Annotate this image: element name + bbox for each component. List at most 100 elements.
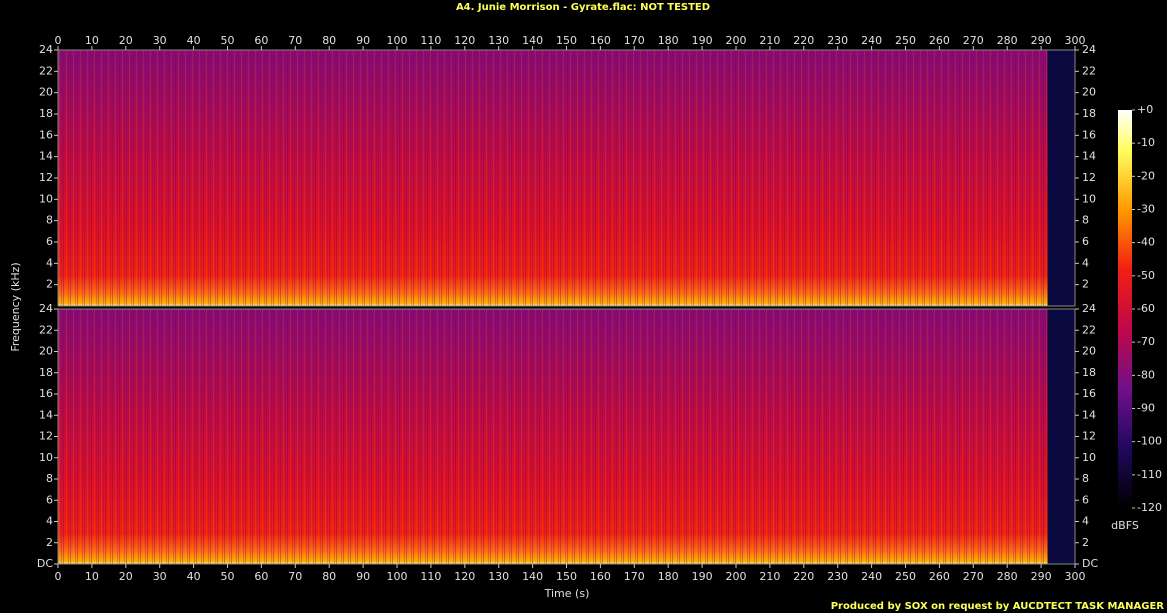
- x-tick-label: 0: [55, 34, 62, 47]
- y-tick-label: 10: [39, 192, 53, 205]
- x-tick-label: 290: [1031, 34, 1052, 47]
- spectrogram-texture: [58, 309, 1075, 564]
- y-tick-label: 12: [39, 430, 53, 443]
- y-tick-label: 14: [1082, 150, 1096, 163]
- y-tick-label: 4: [1082, 256, 1089, 269]
- y-tick-label: 6: [1082, 235, 1089, 248]
- x-tick-label: 240: [861, 34, 882, 47]
- y-tick-label: 16: [1082, 128, 1096, 141]
- y-tick-label: 18: [39, 366, 53, 379]
- x-tick-label: 250: [895, 34, 916, 47]
- x-tick-label: 280: [997, 570, 1018, 583]
- y-tick-label: 20: [39, 345, 53, 358]
- x-tick-label: 150: [556, 34, 577, 47]
- silence: [1047, 50, 1075, 306]
- x-tick-label: 110: [420, 570, 441, 583]
- y-tick-label: 16: [39, 128, 53, 141]
- y-tick-label: DC: [1082, 557, 1098, 570]
- y-tick-label: 24: [1082, 43, 1096, 56]
- x-tick-label: 280: [997, 34, 1018, 47]
- y-tick-label: 22: [1082, 64, 1096, 77]
- x-tick-label: 230: [827, 34, 848, 47]
- x-tick-label: 110: [420, 34, 441, 47]
- x-tick-label: 210: [759, 570, 780, 583]
- y-tick-label: 20: [1082, 86, 1096, 99]
- colorbar-tick-label: -80: [1137, 368, 1155, 381]
- y-tick-label: 12: [1082, 171, 1096, 184]
- y-tick-label: 2: [46, 278, 53, 291]
- colorbar-tick-label: -30: [1137, 203, 1155, 216]
- x-tick-label: 200: [726, 34, 747, 47]
- y-tick-label: 8: [1082, 214, 1089, 227]
- y-tick-label: 2: [46, 536, 53, 549]
- x-tick-label: 220: [793, 34, 814, 47]
- y-tick-label: 12: [39, 171, 53, 184]
- y-tick-label: 24: [39, 302, 53, 315]
- colorbar-label: dBFS: [1111, 519, 1139, 532]
- colorbar-tick-label: -40: [1137, 236, 1155, 249]
- x-tick-label: 50: [221, 34, 235, 47]
- y-tick-label: 14: [1082, 408, 1096, 421]
- x-tick-label: 100: [387, 34, 408, 47]
- x-tick-label: 130: [488, 34, 509, 47]
- x-tick-label: 150: [556, 570, 577, 583]
- x-tick-label: 50: [221, 570, 235, 583]
- y-tick-label: 24: [39, 43, 53, 56]
- y-tick-label: 20: [1082, 345, 1096, 358]
- y-tick-label: 2: [1082, 278, 1089, 291]
- x-tick-label: 90: [356, 570, 370, 583]
- y-tick-label: 14: [39, 408, 53, 421]
- x-tick-label: 90: [356, 34, 370, 47]
- x-tick-label: 240: [861, 570, 882, 583]
- y-tick-label: 8: [46, 472, 53, 485]
- x-tick-label: 200: [726, 570, 747, 583]
- y-tick-label: 18: [39, 107, 53, 120]
- y-tick-label: 22: [39, 323, 53, 336]
- x-axis-label: Time (s): [544, 587, 590, 600]
- x-tick-label: 80: [322, 570, 336, 583]
- x-tick-label: 10: [85, 570, 99, 583]
- y-tick-label: 4: [46, 515, 53, 528]
- x-tick-label: 250: [895, 570, 916, 583]
- y-tick-label: 6: [46, 235, 53, 248]
- y-tick-label: 20: [39, 86, 53, 99]
- x-tick-label: 30: [153, 34, 167, 47]
- colorbar-tick-label: -120: [1137, 501, 1162, 514]
- x-tick-label: 300: [1065, 34, 1086, 47]
- x-tick-label: 140: [522, 34, 543, 47]
- x-tick-label: 60: [254, 570, 268, 583]
- x-tick-label: 300: [1065, 570, 1086, 583]
- x-tick-label: 20: [119, 570, 133, 583]
- y-tick-label: 4: [46, 256, 53, 269]
- x-tick-label: 20: [119, 34, 133, 47]
- colorbar-tick-label: -110: [1137, 468, 1162, 481]
- x-tick-label: 100: [387, 570, 408, 583]
- x-tick-label: 140: [522, 570, 543, 583]
- x-tick-label: 290: [1031, 570, 1052, 583]
- x-tick-label: 220: [793, 570, 814, 583]
- y-tick-label: 8: [46, 214, 53, 227]
- x-tick-label: 160: [590, 34, 611, 47]
- x-tick-label: 230: [827, 570, 848, 583]
- y-tick-label: 14: [39, 150, 53, 163]
- x-tick-label: 260: [929, 570, 950, 583]
- x-tick-label: 210: [759, 34, 780, 47]
- x-tick-label: 190: [692, 34, 713, 47]
- colorbar-tick-label: -60: [1137, 302, 1155, 315]
- y-tick-label: 16: [39, 387, 53, 400]
- colorbar: [1118, 110, 1132, 508]
- x-tick-label: 180: [658, 570, 679, 583]
- x-tick-label: 160: [590, 570, 611, 583]
- chart-title: A4. Junie Morrison - Gyrate.flac: NOT TE…: [456, 2, 710, 13]
- colorbar-tick-label: -20: [1137, 169, 1155, 182]
- y-tick-label: 18: [1082, 107, 1096, 120]
- x-tick-label: 0: [55, 570, 62, 583]
- spectrogram-texture: [58, 50, 1075, 306]
- x-tick-label: 170: [624, 34, 645, 47]
- x-tick-label: 270: [963, 34, 984, 47]
- x-tick-label: 170: [624, 570, 645, 583]
- y-tick-label: 18: [1082, 366, 1096, 379]
- y-tick-label: 8: [1082, 472, 1089, 485]
